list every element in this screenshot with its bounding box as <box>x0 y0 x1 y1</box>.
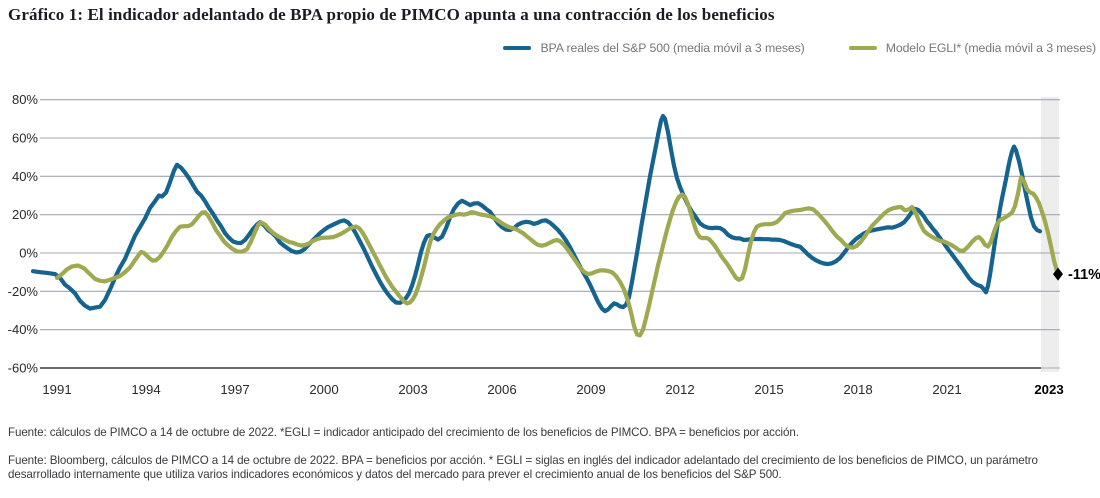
chart-canvas: 80% 60% 40% 20% 0% -20% -40% -60%1991 1994 1997 20… <box>8 92 1100 397</box>
y-tick-label: -40% <box>8 322 39 337</box>
x-tick-label: 2023 <box>1034 382 1063 397</box>
x-tick-label: 1991 <box>42 382 71 397</box>
x-tick-label: 1994 <box>131 382 160 397</box>
forecast-endpoint-diamond-icon <box>1053 267 1063 281</box>
y-tick-label: 80% <box>12 92 38 107</box>
chart-title: Gráfico 1: El indicador adelantado de BP… <box>8 5 775 24</box>
legend-swatch-icon <box>503 46 532 50</box>
series-line-modelo-egli <box>54 175 1062 338</box>
x-tick-label: 1997 <box>220 382 249 397</box>
legend-swatch-icon <box>848 46 877 50</box>
footnotes: Fuente: cálculos de PIMCO a 14 de octubr… <box>8 426 1094 496</box>
legend-item-1: Modelo EGLI* (media móvil a 3 meses) <box>848 41 1096 55</box>
y-tick-label: 20% <box>12 207 38 222</box>
chart-legend: BPA reales del S&P 500 (media móvil a 3 … <box>420 41 1096 55</box>
legend-label: Modelo EGLI* (media móvil a 3 meses) <box>885 41 1096 55</box>
x-tick-label: 2009 <box>576 382 605 397</box>
y-tick-label: 60% <box>12 130 38 145</box>
y-tick-label: 40% <box>12 169 38 184</box>
forecast-value-label: -11% <box>1068 267 1100 283</box>
x-tick-label: 2018 <box>843 382 872 397</box>
y-tick-label: -60% <box>8 361 39 376</box>
series-line-bpa-sp500 <box>30 113 1043 314</box>
y-tick-label: -20% <box>8 284 39 299</box>
x-tick-label: 2000 <box>309 382 338 397</box>
legend-label: BPA reales del S&P 500 (media móvil a 3 … <box>540 41 805 55</box>
y-tick-label: 0% <box>19 246 38 261</box>
x-tick-label: 2021 <box>932 382 961 397</box>
x-tick-label: 2015 <box>754 382 783 397</box>
legend-item-0: BPA reales del S&P 500 (media móvil a 3 … <box>503 41 805 55</box>
x-tick-label: 2003 <box>398 382 427 397</box>
footnote-source-1: Fuente: cálculos de PIMCO a 14 de octubr… <box>8 426 799 439</box>
x-tick-label: 2012 <box>665 382 694 397</box>
footnote-source-2: Fuente: Bloomberg, cálculos de PIMCO a 1… <box>8 453 1038 482</box>
x-tick-label: 2006 <box>487 382 516 397</box>
